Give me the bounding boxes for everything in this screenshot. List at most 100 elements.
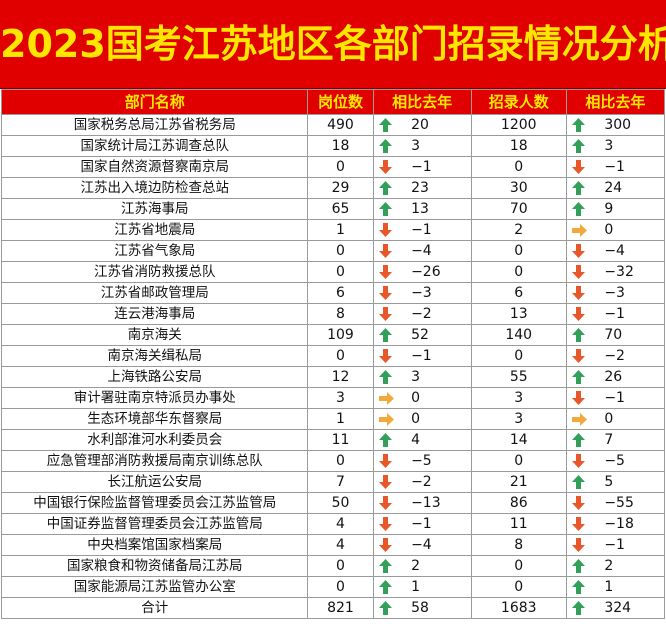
arrow-down-icon [565, 513, 593, 535]
table-row: 中央档案馆国家档案局 4 −4 8 −1 [0, 534, 666, 556]
table-row: 江苏海事局 65 13 70 9 [0, 198, 666, 220]
dept-name: 连云港海事局 [0, 303, 309, 325]
positions-change: 58 [399, 597, 472, 619]
arrow-down-icon [372, 492, 400, 514]
dept-name: 上海铁路公安局 [0, 366, 309, 388]
arrow-up-icon [372, 429, 400, 451]
table-row: 中国银行保险监督管理委员会江苏监管局 50 −13 86 −55 [0, 492, 666, 514]
dept-name: 江苏省气象局 [0, 240, 309, 262]
hires-count: 0 [470, 240, 567, 262]
hires-change: −5 [592, 450, 666, 472]
positions-count: 18 [307, 135, 374, 157]
hires-change: −18 [592, 513, 666, 535]
arrow-down-icon [372, 345, 400, 367]
header-pos-change: 相比去年 [372, 89, 472, 115]
hires-count: 14 [470, 429, 567, 451]
positions-change: 13 [399, 198, 472, 220]
arrow-down-icon [565, 387, 593, 409]
table-row: 中国证券监督管理委员会江苏监管局 4 −1 11 −18 [0, 513, 666, 535]
hires-change: 5 [592, 471, 666, 493]
hires-count: 0 [470, 345, 567, 367]
table-row: 国家能源局江苏监管办公室 0 1 0 1 [0, 576, 666, 598]
hires-change: 0 [592, 408, 666, 430]
positions-count: 29 [307, 177, 374, 199]
hires-change: 9 [592, 198, 666, 220]
arrow-down-icon [372, 282, 400, 304]
table-row: 江苏出入境边防检查总站 29 23 30 24 [0, 177, 666, 199]
table-row: 上海铁路公安局 12 3 55 26 [0, 366, 666, 388]
dept-name: 生态环境部华东督察局 [0, 408, 309, 430]
positions-count: 1 [307, 408, 374, 430]
positions-change: 20 [399, 114, 472, 136]
dept-name: 中国证券监督管理委员会江苏监管局 [0, 513, 309, 535]
arrow-up-icon [565, 198, 593, 220]
arrow-up-icon [565, 177, 593, 199]
arrow-up-icon [372, 366, 400, 388]
table-row: 南京海关缉私局 0 −1 0 −2 [0, 345, 666, 367]
hires-change: 0 [592, 219, 666, 241]
positions-change: 2 [399, 555, 472, 577]
hires-change: 300 [592, 114, 666, 136]
hires-count: 1683 [470, 597, 567, 619]
hires-count: 21 [470, 471, 567, 493]
arrow-up-icon [565, 471, 593, 493]
hires-count: 18 [470, 135, 567, 157]
table-row: 江苏省气象局 0 −4 0 −4 [0, 240, 666, 262]
positions-change: 0 [399, 408, 472, 430]
arrow-up-icon [372, 135, 400, 157]
positions-change: −1 [399, 345, 472, 367]
hires-change: −2 [592, 345, 666, 367]
header-positions: 岗位数 [307, 89, 374, 115]
positions-count: 12 [307, 366, 374, 388]
positions-count: 3 [307, 387, 374, 409]
hires-change: −1 [592, 303, 666, 325]
arrow-down-icon [565, 450, 593, 472]
positions-count: 65 [307, 198, 374, 220]
hires-change: 26 [592, 366, 666, 388]
recruitment-table: 部门名称 岗位数 相比去年 招录人数 相比去年 国家税务总局江苏省税务局 490 2… [0, 89, 666, 619]
hires-count: 0 [470, 261, 567, 283]
hires-change: 2 [592, 555, 666, 577]
header-hire-change: 相比去年 [565, 89, 666, 115]
arrow-up-icon [565, 366, 593, 388]
positions-count: 1 [307, 219, 374, 241]
arrow-up-icon [565, 324, 593, 346]
positions-count: 0 [307, 345, 374, 367]
dept-name: 南京海关 [0, 324, 309, 346]
arrow-up-icon [372, 576, 400, 598]
table-row: 江苏省邮政管理局 6 −3 6 −3 [0, 282, 666, 304]
header-hires: 招录人数 [470, 89, 567, 115]
arrow-right-icon [372, 387, 400, 409]
positions-change: −1 [399, 219, 472, 241]
table-row: 国家自然资源督察南京局 0 −1 0 −1 [0, 156, 666, 178]
table-row: 国家税务总局江苏省税务局 490 20 1200 300 [0, 114, 666, 136]
positions-count: 109 [307, 324, 374, 346]
arrow-up-icon [565, 114, 593, 136]
hires-count: 0 [470, 555, 567, 577]
positions-change: −1 [399, 513, 472, 535]
dept-name: 国家税务总局江苏省税务局 [0, 114, 309, 136]
positions-change: −3 [399, 282, 472, 304]
positions-change: −4 [399, 240, 472, 262]
hires-count: 86 [470, 492, 567, 514]
positions-change: −2 [399, 471, 472, 493]
arrow-down-icon [565, 492, 593, 514]
arrow-down-icon [372, 471, 400, 493]
header-dept: 部门名称 [0, 89, 309, 115]
hires-count: 140 [470, 324, 567, 346]
hires-count: 1200 [470, 114, 567, 136]
hires-count: 30 [470, 177, 567, 199]
dept-name: 水利部淮河水利委员会 [0, 429, 309, 451]
positions-change: −2 [399, 303, 472, 325]
positions-count: 0 [307, 576, 374, 598]
positions-count: 0 [307, 156, 374, 178]
hires-count: 3 [470, 408, 567, 430]
page-title: 2023国考江苏地区各部门招录情况分析 [0, 22, 666, 66]
positions-change: −26 [399, 261, 472, 283]
positions-count: 4 [307, 534, 374, 556]
arrow-down-icon [372, 156, 400, 178]
positions-count: 4 [307, 513, 374, 535]
hires-count: 55 [470, 366, 567, 388]
hires-count: 11 [470, 513, 567, 535]
positions-change: −13 [399, 492, 472, 514]
